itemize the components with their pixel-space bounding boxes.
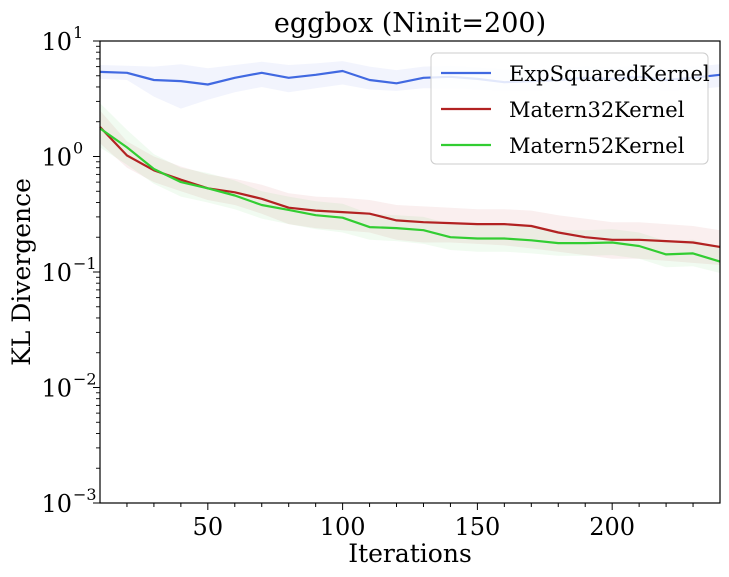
y-axis-title: KL Divergence [7,178,36,366]
y-tick-exponent: −3 [73,485,97,504]
legend-label: Matern32Kernel [509,98,685,122]
y-tick-exponent: 0 [73,139,83,158]
x-tick-label: 200 [589,513,635,541]
chart-title: eggbox (Ninit=200) [274,8,546,39]
y-tick-label: 10 [41,144,72,172]
x-axis: 50 100 150 200 [126,503,694,541]
confidence-band [100,103,720,273]
y-tick-label: 10 [41,259,72,287]
legend-label: Matern52Kernel [509,134,685,158]
x-axis-title: Iterations [348,539,472,568]
confidence-band [100,110,720,265]
y-tick-exponent: −1 [73,254,97,273]
y-tick-label: 10 [41,490,72,518]
legend-label: ExpSquaredKernel [509,62,710,86]
legend: ExpSquaredKernel Matern32Kernel Matern52Ke… [430,52,710,165]
x-tick-label: 100 [320,513,366,541]
y-tick-exponent: −2 [73,370,97,389]
x-tick-label: 50 [193,513,224,541]
y-tick-label: 10 [41,28,72,56]
series-line [99,127,721,263]
legend-box [430,52,709,165]
y-tick-exponent: 1 [73,23,83,42]
x-tick-label: 150 [454,513,500,541]
y-tick-label: 10 [41,375,72,403]
